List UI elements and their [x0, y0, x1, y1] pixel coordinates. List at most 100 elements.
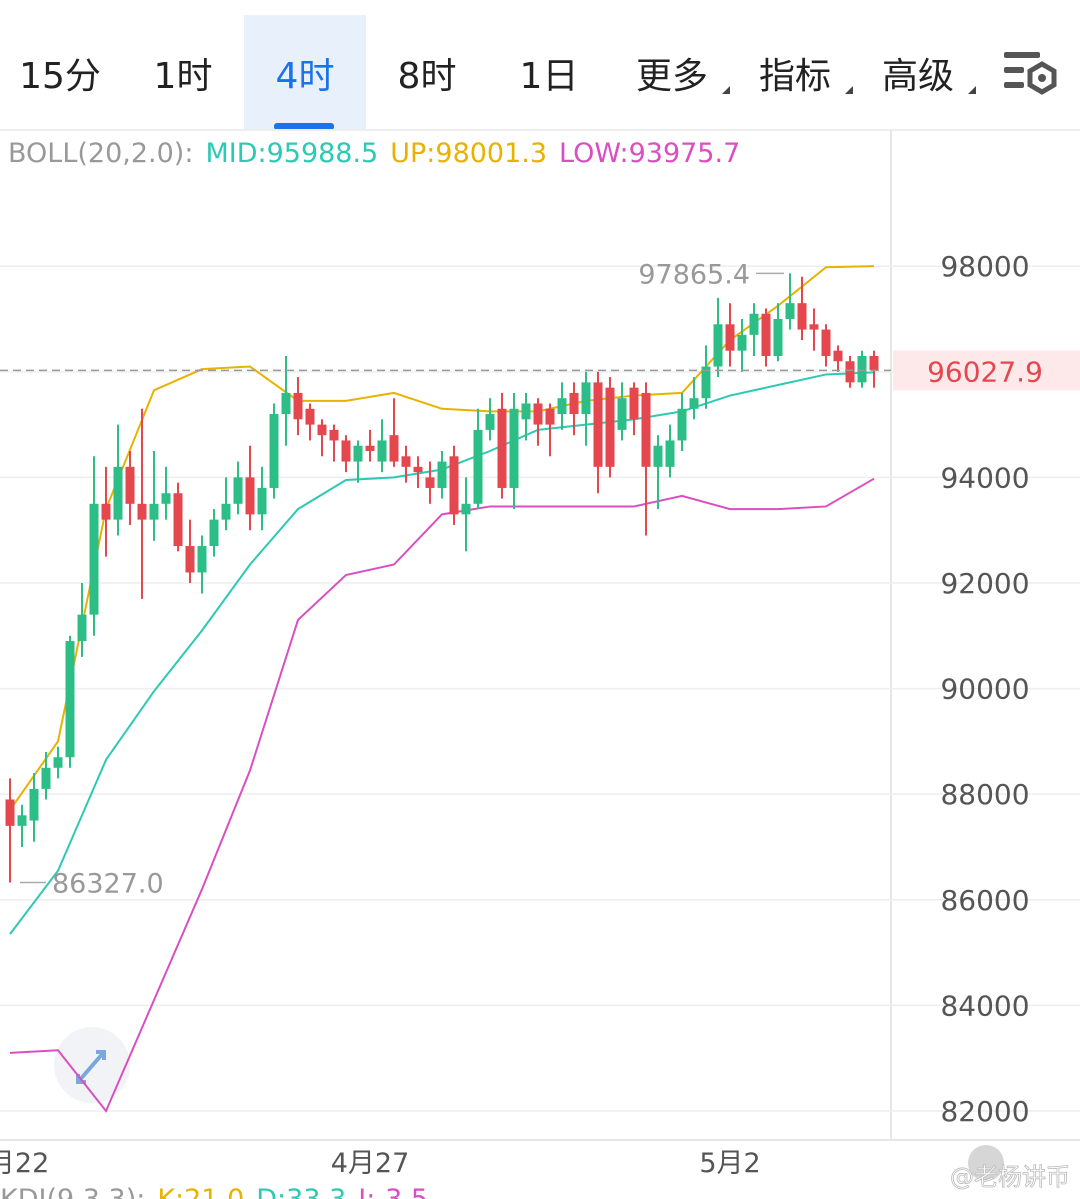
candle-body — [305, 408, 315, 425]
y-tick-label: 98000 — [940, 250, 1029, 283]
candle-body — [725, 324, 735, 351]
candle-body — [689, 398, 699, 409]
candle-body — [809, 324, 819, 330]
candle-body — [617, 398, 627, 430]
candle-body — [221, 503, 231, 520]
tab[interactable]: 1日 — [520, 56, 579, 97]
kdj-item: K:21.0 — [157, 1184, 244, 1199]
candle-body — [773, 319, 783, 356]
candle-body — [485, 414, 495, 430]
candle-body — [101, 503, 111, 520]
candle-body — [29, 788, 39, 821]
last-price-tag — [893, 350, 1080, 391]
candle-body — [497, 408, 507, 488]
candle-body — [281, 392, 291, 415]
active-tab-bg — [244, 15, 366, 130]
x-tick-label: 4月27 — [331, 1148, 410, 1179]
candle-body — [593, 382, 603, 467]
legend-item: LOW:93975.7 — [559, 138, 740, 169]
candle-body — [413, 466, 423, 473]
kdj-legend: KDJ(9,3,3): K:21.0 D:33.3 J:-3.5 — [0, 1184, 428, 1199]
watermark-icon — [968, 1145, 1004, 1181]
tab[interactable]: 高级 — [882, 56, 954, 97]
candle-body — [89, 503, 99, 615]
candle-body — [845, 361, 855, 383]
candle-body — [197, 546, 207, 573]
y-tick-label: 84000 — [940, 989, 1029, 1022]
candle-body — [545, 408, 555, 425]
y-tick-label: 90000 — [940, 673, 1029, 706]
candle-body — [317, 424, 327, 436]
legend-item: UP:98001.3 — [390, 138, 547, 169]
candle-body — [65, 641, 75, 758]
candle-body — [425, 477, 435, 488]
candle-body — [629, 387, 639, 420]
candle-body — [677, 408, 687, 441]
candle-body — [797, 303, 807, 330]
candle-body — [137, 503, 147, 520]
dropdown-caret — [845, 86, 853, 94]
candle-body — [365, 445, 375, 452]
candle-body — [521, 403, 531, 420]
y-tick-label: 94000 — [940, 461, 1029, 494]
kdj-item: KDJ(9,3,3): — [0, 1184, 145, 1199]
x-tick-label: 4月22 — [0, 1148, 49, 1179]
candle-body — [605, 387, 615, 467]
candle-body — [641, 392, 651, 467]
dropdown-caret — [968, 86, 976, 94]
last-price-label: 96027.9 — [927, 355, 1043, 388]
legend-item: MID:95988.5 — [205, 138, 378, 169]
y-tick-label: 92000 — [940, 567, 1029, 600]
candle-body — [401, 456, 411, 467]
candle-body — [209, 519, 219, 547]
candle-body — [245, 477, 255, 515]
candle-body — [737, 334, 747, 351]
candle-body — [185, 546, 195, 573]
candle-body — [353, 445, 363, 462]
candle-body — [701, 366, 711, 399]
candle-body — [257, 487, 267, 515]
candle-body — [509, 408, 519, 488]
kdj-item: D:33.3 — [256, 1184, 346, 1199]
expand-button[interactable] — [54, 1027, 130, 1103]
y-tick-label: 82000 — [940, 1095, 1029, 1128]
watermark: @老杨讲币 — [950, 1163, 1070, 1191]
candle-body — [713, 324, 723, 367]
candle-body — [449, 456, 459, 515]
candle-body — [665, 440, 675, 467]
candle-body — [125, 466, 135, 504]
candle-body — [461, 503, 471, 515]
candle-body — [53, 757, 63, 768]
candle-body — [161, 493, 171, 504]
tab[interactable]: 更多 — [636, 56, 708, 97]
candle-body — [41, 767, 51, 789]
candle-body — [341, 440, 351, 462]
candle-body — [581, 382, 591, 415]
tab[interactable]: 指标 — [759, 56, 831, 97]
candle-body — [833, 350, 843, 362]
candle-body — [113, 466, 123, 520]
x-tick-label: 5月2 — [699, 1148, 760, 1179]
legend-item: BOLL(20,2.0): — [8, 138, 193, 169]
boll-line — [9, 477, 875, 1113]
candle-body — [173, 493, 183, 547]
kdj-item: J:-3.5 — [356, 1184, 428, 1199]
candle-body — [749, 313, 759, 335]
tab[interactable]: 15分 — [19, 56, 101, 97]
candle-body — [389, 435, 399, 462]
candle-body — [77, 614, 87, 642]
settings-icon[interactable] — [1004, 52, 1057, 95]
tab[interactable]: 1时 — [154, 56, 213, 97]
y-tick-label: 86000 — [940, 884, 1029, 917]
candle-body — [857, 355, 867, 383]
candle-body — [149, 503, 159, 520]
candle-body — [269, 414, 279, 488]
candle-body — [821, 329, 831, 356]
candle-body — [869, 355, 879, 371]
candle-body — [761, 313, 771, 356]
candle-body — [17, 815, 27, 826]
tab[interactable]: 4时 — [276, 56, 335, 97]
tab[interactable]: 8时 — [398, 56, 457, 97]
candle-body — [653, 445, 663, 467]
